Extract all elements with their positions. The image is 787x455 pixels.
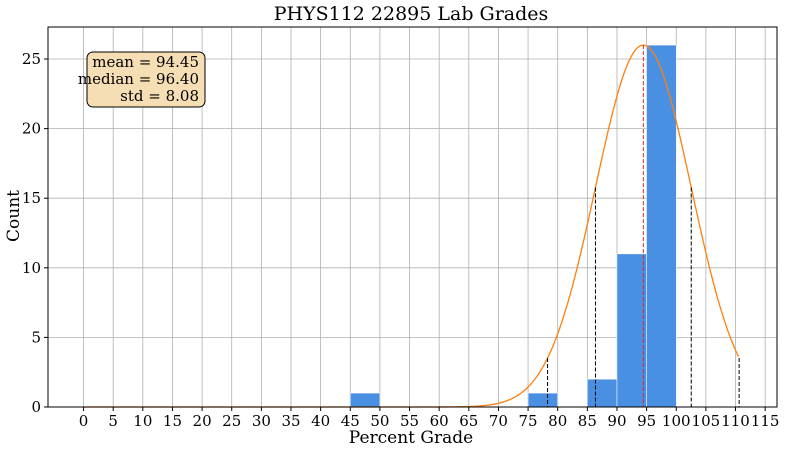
histogram-bars <box>350 44 677 408</box>
histogram-bar <box>527 392 558 408</box>
x-tick-label: 45 <box>341 412 360 430</box>
x-axis-label: Percent Grade <box>349 428 473 448</box>
x-tick-label: 105 <box>692 412 721 430</box>
histogram-bar <box>616 253 647 408</box>
stats-box: mean = 94.45 median = 96.40 std = 8.08 <box>78 51 206 108</box>
x-tick-label: 15 <box>163 412 182 430</box>
histogram-bar <box>350 392 381 408</box>
x-tick-label: 40 <box>311 412 330 430</box>
x-tick-label: 30 <box>252 412 271 430</box>
histogram-bar <box>646 44 677 408</box>
x-tick-label: 65 <box>459 412 478 430</box>
x-tick-label: 100 <box>662 412 691 430</box>
x-tick-label: 60 <box>430 412 449 430</box>
stats-mean: mean = 94.45 <box>92 53 199 71</box>
x-tick-label: 10 <box>133 412 152 430</box>
x-tick-label: 55 <box>400 412 419 430</box>
x-tick-label: 85 <box>578 412 597 430</box>
y-tick-label: 0 <box>31 398 41 416</box>
x-tick-label: 80 <box>548 412 567 430</box>
chart-title: PHYS112 22895 Lab Grades <box>274 3 549 25</box>
x-tick-label: 95 <box>637 412 656 430</box>
x-tick-label: 115 <box>751 412 780 430</box>
x-tick-label: 70 <box>489 412 508 430</box>
histogram-bar <box>587 378 618 408</box>
x-tick-label: 50 <box>370 412 389 430</box>
y-tick-label: 20 <box>22 120 41 138</box>
x-tick-label: 20 <box>193 412 212 430</box>
x-axis-ticks: 0 5 10 15 20 25 30 35 40 45 50 55 60 65 70 75 80 85 90 95 10… <box>79 407 780 430</box>
y-tick-label: 15 <box>22 189 41 207</box>
plot-frame <box>47 26 778 408</box>
x-tick-label: 75 <box>519 412 538 430</box>
y-tick-label: 25 <box>22 50 41 68</box>
y-tick-label: 5 <box>31 328 41 346</box>
stats-median: median = 96.40 <box>78 70 199 88</box>
x-tick-label: 90 <box>607 412 626 430</box>
y-axis-label: Count <box>4 190 24 242</box>
x-tick-label: 35 <box>281 412 300 430</box>
x-tick-label: 25 <box>222 412 241 430</box>
stats-std: std = 8.08 <box>120 87 199 105</box>
stats-box-background <box>86 51 206 108</box>
x-tick-label: 110 <box>721 412 750 430</box>
x-tick-label: 0 <box>79 412 89 430</box>
y-tick-label: 10 <box>22 259 41 277</box>
reference-lines <box>547 45 740 407</box>
y-axis-ticks: 0 5 10 15 20 25 <box>22 50 48 416</box>
x-tick-label: 5 <box>108 412 118 430</box>
